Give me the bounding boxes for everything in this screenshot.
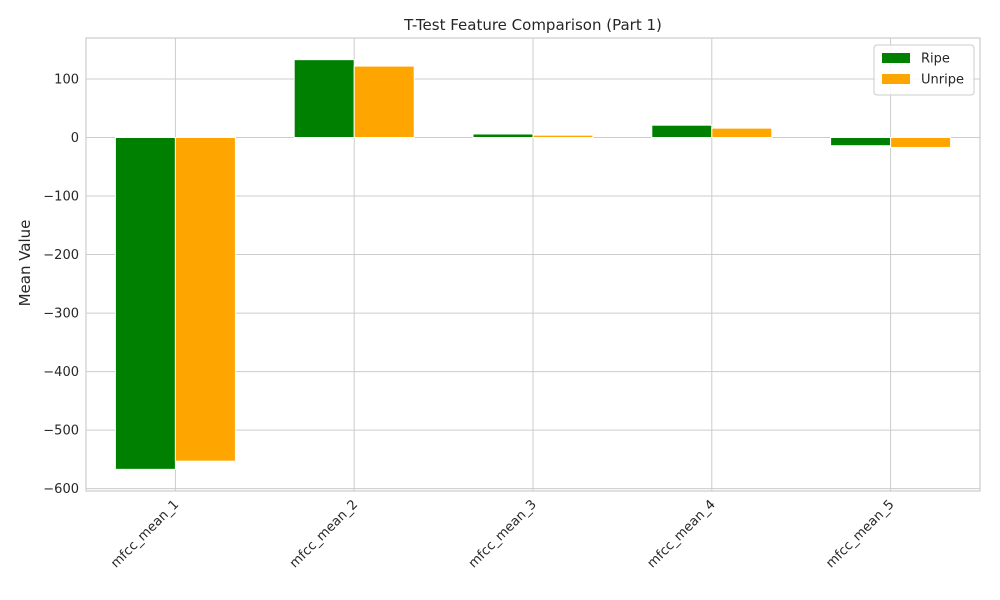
bar-ripe-mfcc_mean_2	[293, 59, 355, 138]
legend-label-unripe: Unripe	[921, 73, 964, 88]
y-tick-label: −300	[43, 307, 79, 322]
legend-label-ripe: Ripe	[921, 52, 950, 67]
x-tick-label: mfcc_mean_5	[823, 497, 897, 571]
y-axis-label: Mean Value	[16, 220, 34, 307]
chart-title: T-Test Feature Comparison (Part 1)	[403, 16, 662, 34]
bar-ripe-mfcc_mean_3	[472, 133, 534, 138]
legend-swatch-ripe	[882, 53, 910, 63]
x-tick-labels: mfcc_mean_1 mfcc_mean_2 mfcc_mean_3 mfcc_me…	[108, 497, 897, 571]
bar-unripe-mfcc_mean_5	[890, 136, 952, 148]
x-tick-label: mfcc_mean_3	[466, 497, 540, 571]
bar-ripe-mfcc_mean_4	[651, 124, 713, 138]
legend-swatch-unripe	[882, 74, 910, 84]
bar-unripe-mfcc_mean_1	[174, 136, 236, 462]
bars	[114, 59, 952, 470]
x-tick-label: mfcc_mean_1	[108, 497, 182, 571]
y-tick-label: −500	[43, 424, 79, 439]
bar-unripe-mfcc_mean_3	[532, 134, 594, 138]
x-tick-label: mfcc_mean_2	[287, 497, 361, 571]
y-tick-labels: 100 0 −100 −200 −300 −400 −500 −600	[43, 72, 79, 497]
bar-unripe-mfcc_mean_4	[711, 127, 773, 138]
y-tick-label: −600	[43, 482, 79, 497]
y-tick-label: −100	[43, 190, 79, 205]
bar-ripe-mfcc_mean_1	[114, 136, 176, 470]
y-tick-label: −200	[43, 248, 79, 263]
plot-frame	[85, 37, 981, 492]
bar-unripe-mfcc_mean_2	[353, 65, 415, 138]
bar-ripe-mfcc_mean_5	[830, 136, 892, 147]
y-tick-label: 100	[54, 72, 79, 87]
legend: Ripe Unripe	[873, 44, 975, 96]
y-tick-label: −400	[43, 365, 79, 380]
x-tick-label: mfcc_mean_4	[645, 497, 719, 571]
y-tick-label: 0	[71, 131, 79, 146]
